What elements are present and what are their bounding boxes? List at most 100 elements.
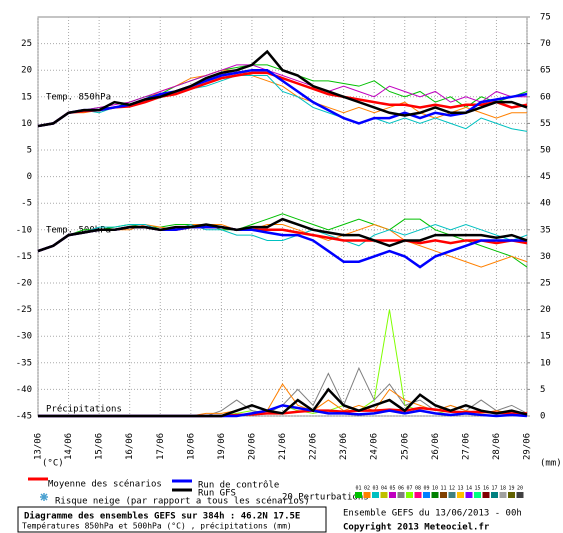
legend-entry: Run de contrôle (198, 480, 279, 491)
perturbation-swatch (440, 492, 447, 498)
perturbation-swatch (482, 492, 490, 498)
x-tick-label: 24/06 (370, 433, 380, 460)
y-tick-label: -5 (21, 199, 32, 209)
x-tick-label: 23/06 (339, 433, 349, 460)
legend-entry: Run GFS (198, 489, 236, 499)
y-tick-label: -30 (16, 332, 32, 342)
perturbation-swatch (372, 492, 379, 498)
series-line (37, 223, 528, 252)
snow-icon (40, 493, 48, 501)
y2-tick-label: 70 (540, 39, 551, 49)
y-tick-label: 0 (27, 172, 32, 182)
perturbation-swatch (499, 492, 507, 498)
x-tick-label: 17/06 (156, 433, 166, 460)
x-tick-label: 28/06 (492, 433, 502, 460)
perturbation-swatch (431, 492, 439, 498)
y2-tick-label: 55 (540, 119, 551, 129)
perturbation-label: 15 (474, 486, 480, 492)
panel-label: Temp. 500hPa (46, 226, 111, 236)
chart-subtitle: Températures 850hPa et 500hPa (°C) , pré… (22, 521, 292, 531)
y2-tick-label: 20 (540, 305, 551, 315)
x-tick-label: 27/06 (461, 433, 471, 460)
perturbation-swatch (465, 492, 473, 498)
y2-tick-label: 50 (540, 146, 551, 156)
perturbation-label: 19 (508, 486, 514, 492)
perturbation-swatch (516, 492, 524, 498)
x-tick-label: 29/06 (523, 433, 533, 460)
y2-tick-label: 15 (540, 332, 551, 342)
y-tick-label: -45 (16, 412, 32, 422)
perturbation-label: 10 (432, 486, 438, 492)
x-tick-label: 26/06 (431, 433, 441, 460)
perturbation-swatch (423, 492, 430, 498)
perturbation-swatch (491, 492, 498, 498)
y-tick-label: 10 (21, 119, 32, 129)
y2-tick-label: 5 (540, 385, 545, 395)
y-tick-label: -40 (16, 385, 32, 395)
perturbation-swatch (397, 492, 405, 498)
perturbation-label: 16 (483, 486, 489, 492)
x-tick-label: 15/06 (95, 433, 105, 460)
x-tick-label: 20/06 (247, 433, 257, 460)
y2-tick-label: 10 (540, 358, 551, 368)
perturbation-label: 20 (517, 486, 523, 492)
perturbation-label: 03 (372, 486, 378, 492)
x-tick-label: 13/06 (34, 433, 44, 460)
perturbation-label: 13 (457, 486, 463, 492)
y-tick-label: -15 (16, 252, 32, 262)
x-tick-label: 25/06 (400, 433, 410, 460)
x-tick-label: 21/06 (278, 433, 288, 460)
series-line (37, 217, 528, 253)
perturbation-label: 08 (415, 486, 421, 492)
legend-entry: Moyenne des scénarios (48, 479, 162, 490)
perturbation-swatch (380, 492, 388, 498)
y-tick-label: 5 (27, 146, 32, 156)
perturbation-swatch (389, 492, 396, 498)
series-line (37, 68, 528, 128)
perturbation-label: 17 (491, 486, 497, 492)
series-line (37, 49, 528, 128)
perturbation-label: 18 (500, 486, 506, 492)
series-line (38, 387, 528, 418)
perturbation-label: 05 (389, 486, 395, 492)
y-tick-label: -25 (16, 305, 32, 315)
perturbation-label: 11 (440, 486, 446, 492)
x-tick-label: 14/06 (64, 433, 74, 460)
perturbation-swatch (406, 492, 413, 498)
perturbation-swatch (355, 492, 362, 498)
perturbation-swatch (474, 492, 481, 498)
perturbation-label: 01 (355, 486, 361, 492)
y-tick-label: 20 (21, 66, 32, 76)
perturbation-swatch (448, 492, 456, 498)
y2-tick-label: 65 (540, 66, 551, 76)
y2-tick-label: 0 (540, 412, 545, 422)
x-tick-label: 18/06 (186, 433, 196, 460)
y2-tick-label: 60 (540, 92, 551, 102)
perturbation-swatch (363, 492, 371, 498)
y2-tick-label: 25 (540, 279, 551, 289)
perturbation-label: 12 (449, 486, 455, 492)
panel-label: Temp. 850hPa (46, 93, 111, 103)
perturbation-label: 14 (466, 486, 472, 492)
y2-tick-label: 40 (540, 199, 551, 209)
x-tick-label: 22/06 (309, 433, 319, 460)
perturbation-label: 09 (423, 486, 429, 492)
info-box (17, 506, 327, 533)
perturbation-swatch (414, 492, 422, 498)
y2-tick-label: 30 (540, 252, 551, 262)
panel-label: Précipitations (46, 404, 122, 415)
y2-tick-label: 75 (540, 13, 551, 23)
perturbation-label: 07 (406, 486, 412, 492)
y-unit: (°C) (42, 459, 64, 469)
perturbation-label: 02 (364, 486, 370, 492)
perturbations-label: 20 Perturbations (282, 493, 369, 503)
y2-unit: (mm) (540, 459, 562, 469)
perturbation-label: 06 (398, 486, 404, 492)
perturbation-swatch (508, 492, 515, 498)
x-tick-label: 16/06 (125, 433, 135, 460)
y-tick-label: 25 (21, 39, 32, 49)
chart-title: Diagramme des ensembles GEFS sur 384h : … (24, 511, 300, 522)
perturbation-swatch (457, 492, 464, 498)
